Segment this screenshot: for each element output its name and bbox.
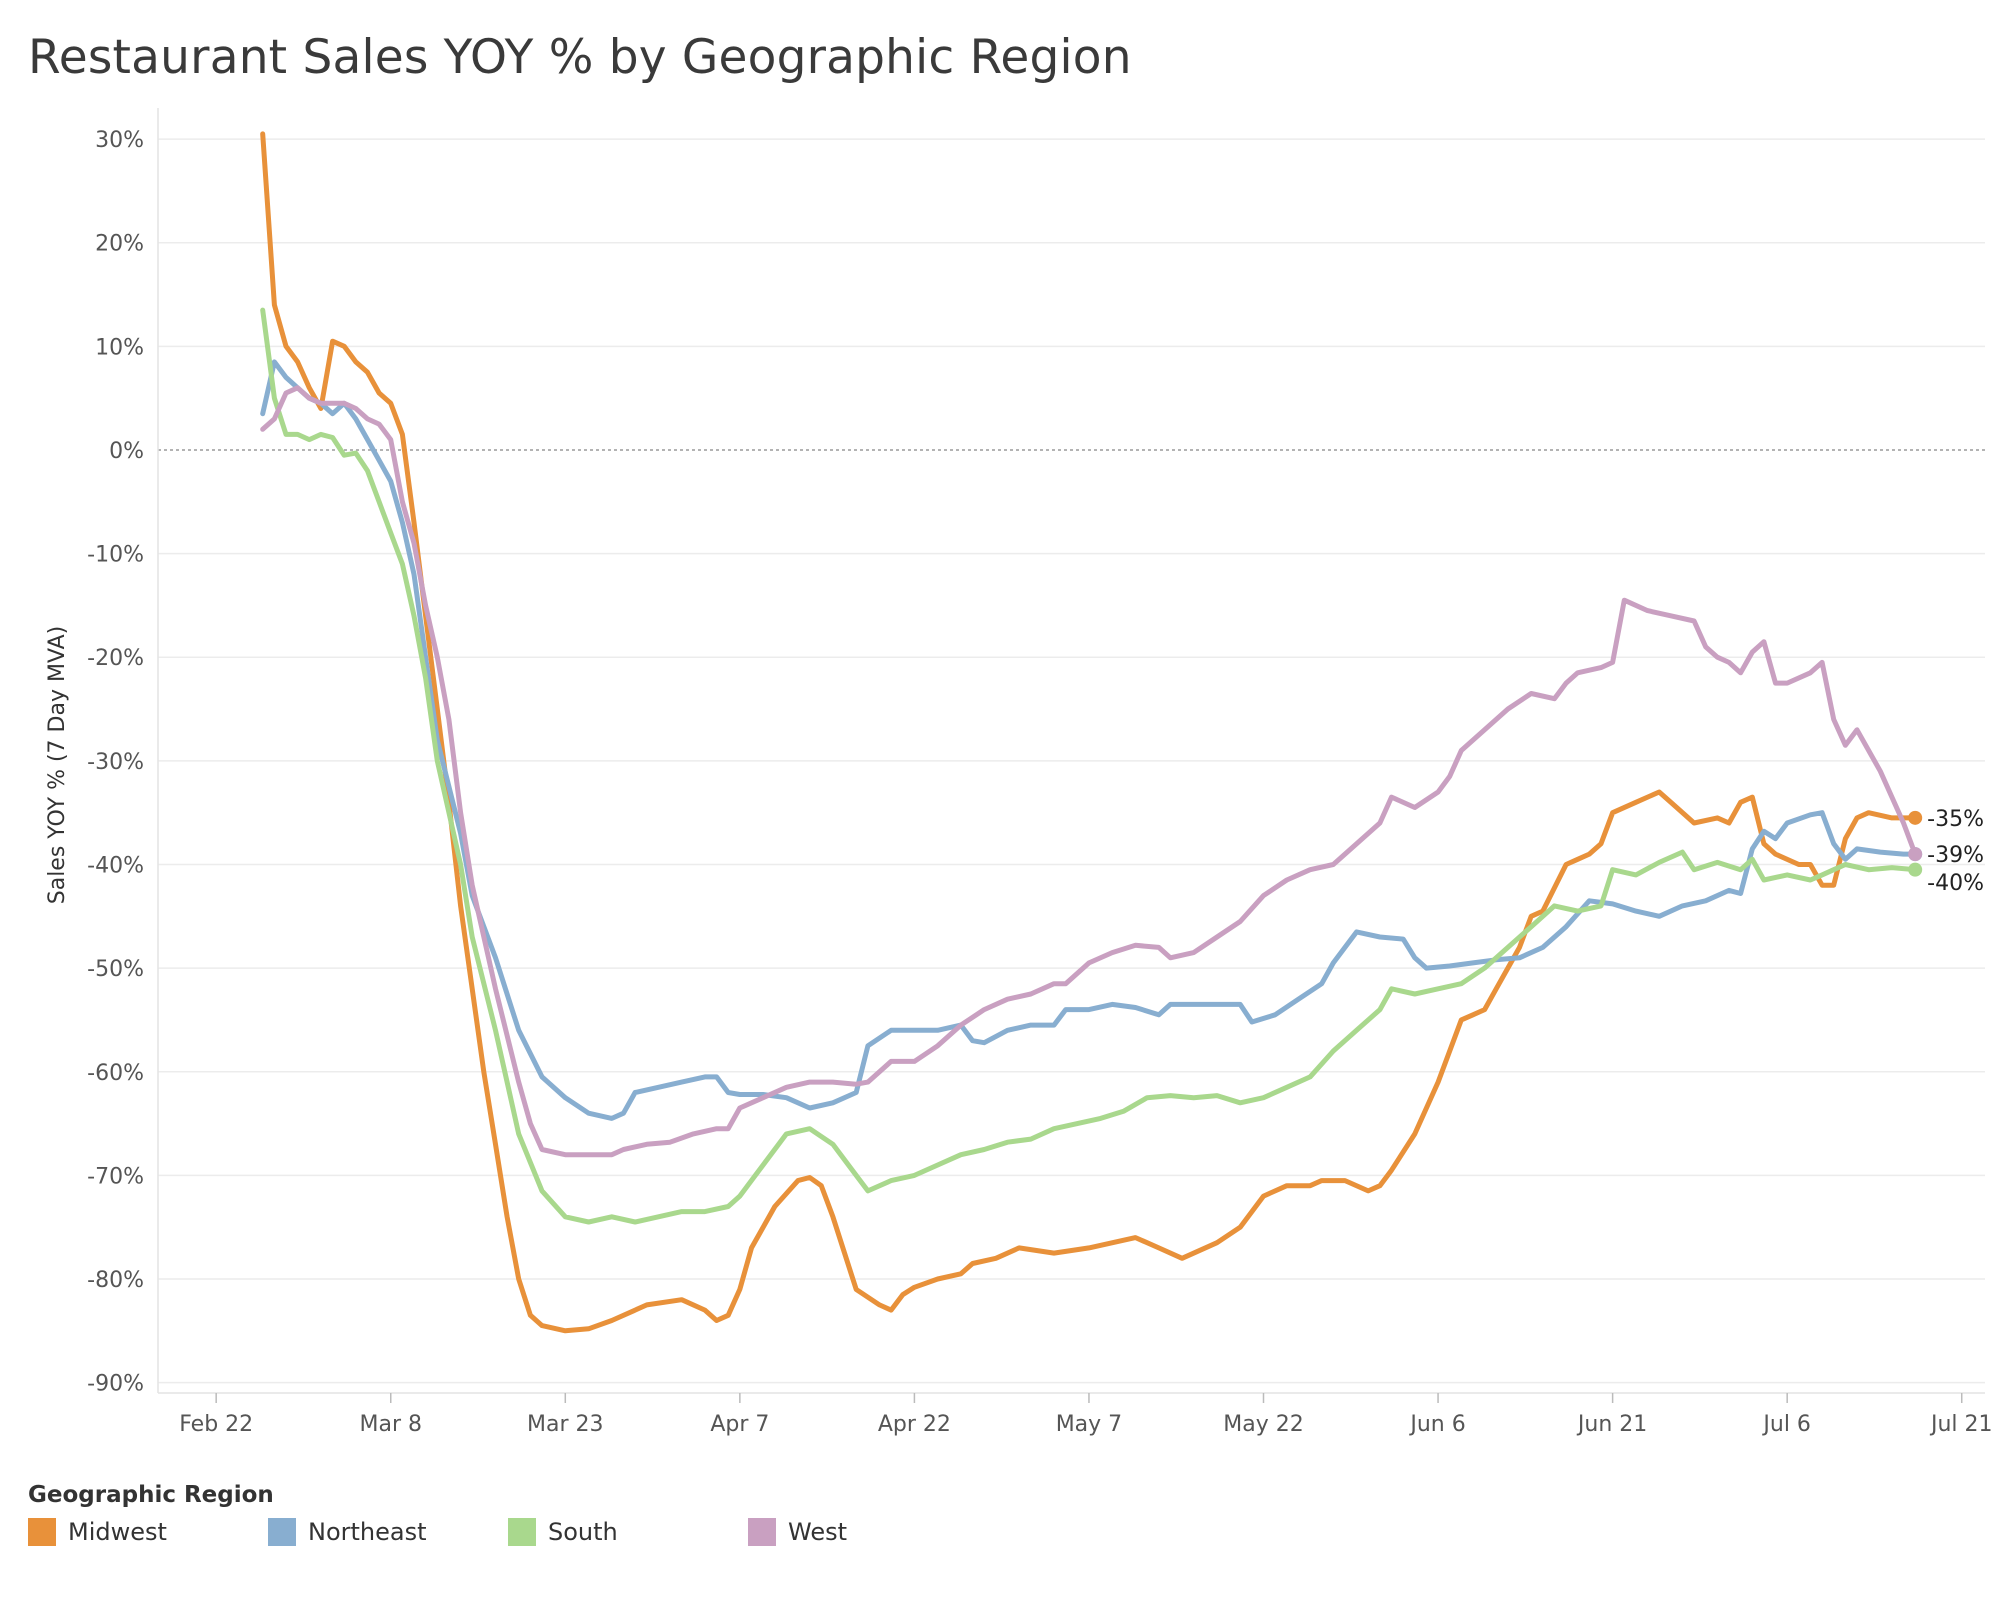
legend-items: Midwest Northeast South West xyxy=(28,1518,988,1546)
legend-swatch xyxy=(268,1518,296,1546)
legend-label: West xyxy=(788,1518,848,1546)
x-tick-label: Apr 22 xyxy=(878,1412,951,1437)
legend-item-northeast[interactable]: Northeast xyxy=(268,1518,508,1546)
series-lines xyxy=(260,131,1923,1334)
y-tick-label: -80% xyxy=(87,1268,144,1293)
x-tick-label: May 7 xyxy=(1056,1412,1122,1437)
y-tick-label: -70% xyxy=(87,1164,144,1189)
legend-label: Northeast xyxy=(308,1518,427,1546)
chart-title: Restaurant Sales YOY % by Geographic Reg… xyxy=(28,30,1132,85)
legend-swatch xyxy=(748,1518,776,1546)
legend-item-west[interactable]: West xyxy=(748,1518,988,1546)
gridlines xyxy=(158,138,1985,1384)
x-tick-label: Jun 6 xyxy=(1408,1412,1465,1437)
legend-title: Geographic Region xyxy=(28,1482,274,1508)
end-point-midwest xyxy=(1908,810,1923,825)
end-label-northeast: -39% xyxy=(1927,843,1984,868)
line-chart: 30% 20% 10% 0% -10% -20% -30% -40% -50% -60% -70% -… xyxy=(45,108,1992,1437)
end-label-south: -40% xyxy=(1927,871,1984,896)
series-line-west xyxy=(260,385,1918,1158)
legend-swatch xyxy=(28,1518,56,1546)
y-tick-label: 30% xyxy=(95,128,144,153)
y-axis-title: Sales YOY % (7 Day MVA) xyxy=(45,626,70,905)
legend-swatch xyxy=(508,1518,536,1546)
legend-item-south[interactable]: South xyxy=(508,1518,748,1546)
axes: 30% 20% 10% 0% -10% -20% -30% -40% -50% -60% -70% -… xyxy=(87,108,1992,1437)
legend-label: South xyxy=(548,1518,618,1546)
y-tick-label: -90% xyxy=(87,1372,144,1397)
legend-item-midwest[interactable]: Midwest xyxy=(28,1518,268,1546)
y-tick-label: 10% xyxy=(95,335,144,360)
end-label-midwest: -35% xyxy=(1927,807,1984,832)
x-tick-label: Feb 22 xyxy=(179,1412,253,1437)
y-tick-label: -40% xyxy=(87,853,144,878)
series-line-northeast xyxy=(260,359,1918,1121)
y-tick-label: 0% xyxy=(109,439,144,464)
y-tick-label: -10% xyxy=(87,543,144,568)
x-tick-label: Jul 21 xyxy=(1929,1412,1993,1437)
x-tick-label: Mar 23 xyxy=(527,1412,604,1437)
x-tick-label: Jul 6 xyxy=(1761,1412,1811,1437)
x-tick-label: Apr 7 xyxy=(710,1412,769,1437)
series-line-midwest xyxy=(260,131,1918,1334)
y-tick-label: -30% xyxy=(87,750,144,775)
y-tick-label: -50% xyxy=(87,957,144,982)
legend-label: Midwest xyxy=(68,1518,167,1546)
end-point-south xyxy=(1908,862,1923,877)
legend: Geographic Region Midwest Northeast South W… xyxy=(28,1482,988,1546)
end-point-west xyxy=(1908,847,1923,862)
y-tick-label: -60% xyxy=(87,1061,144,1086)
y-tick-label: -20% xyxy=(87,646,144,671)
series-line-south xyxy=(260,307,1918,1225)
x-tick-label: May 22 xyxy=(1223,1412,1303,1437)
x-tick-label: Jun 21 xyxy=(1576,1412,1647,1437)
end-labels: -35% -39% -40% xyxy=(1927,807,1984,896)
y-tick-label: 20% xyxy=(95,232,144,257)
x-tick-label: Mar 8 xyxy=(359,1412,422,1437)
